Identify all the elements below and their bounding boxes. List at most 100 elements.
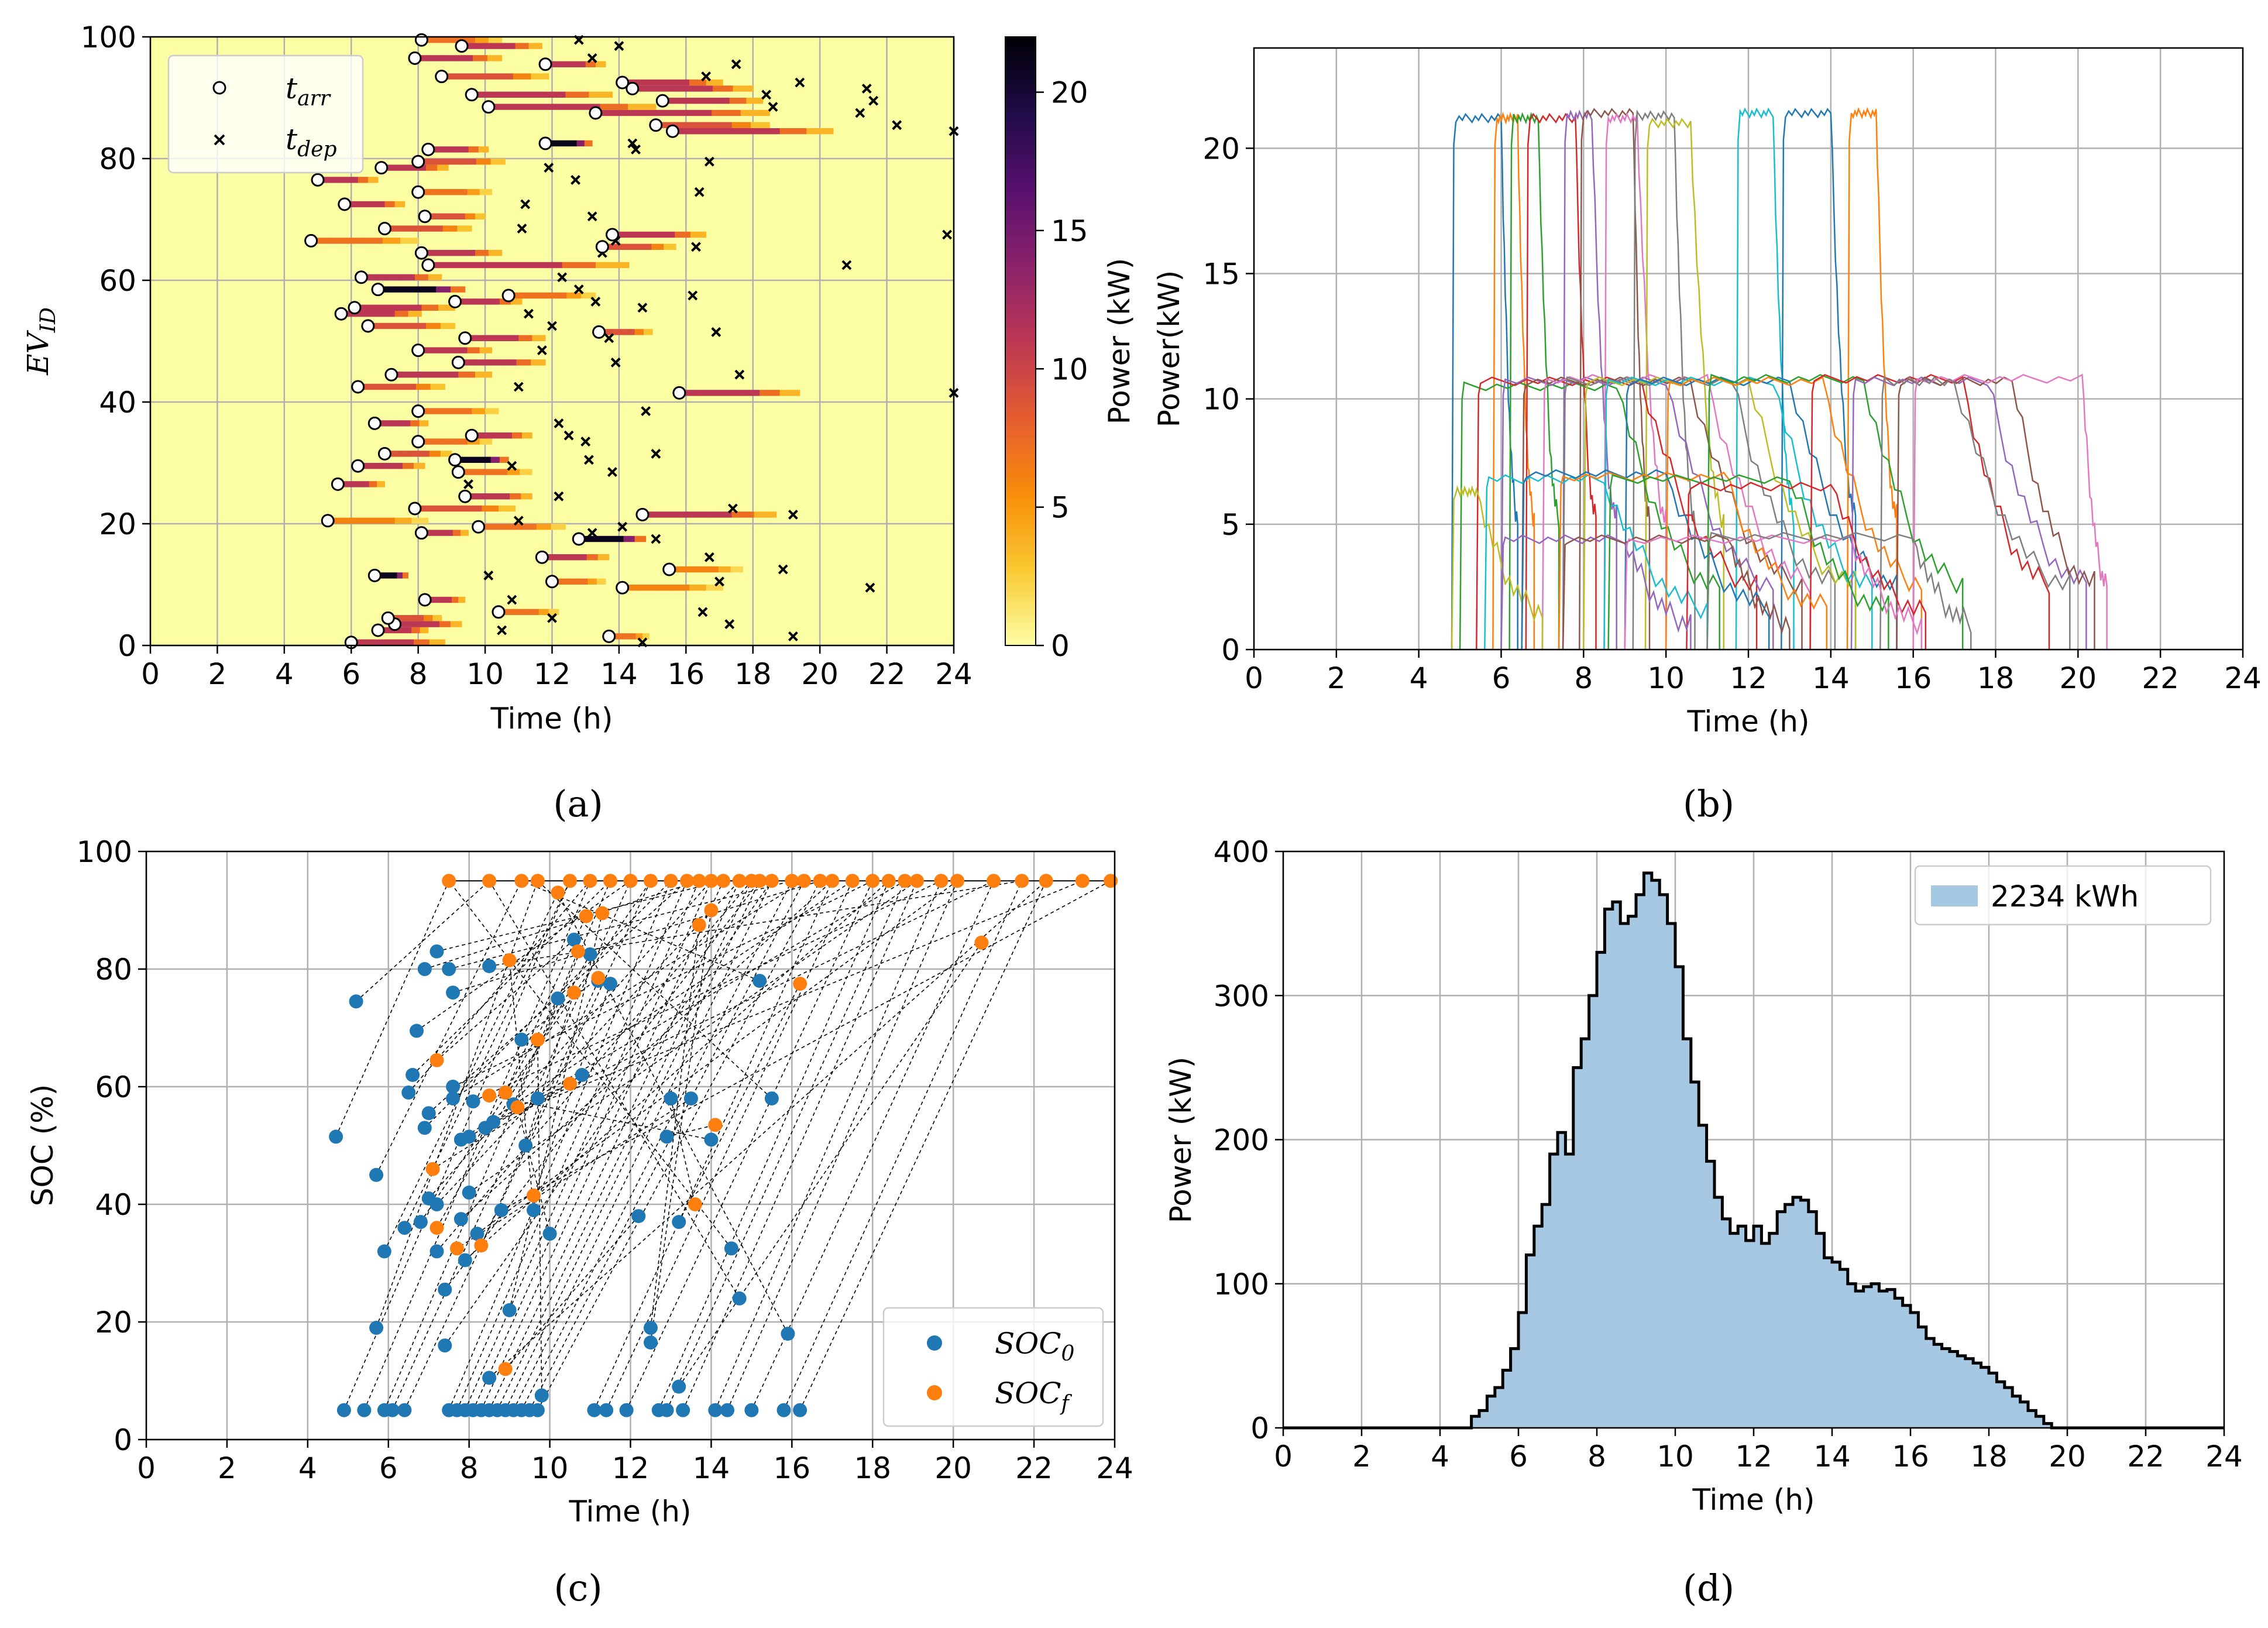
departure-marker (520, 199, 531, 209)
soc-trajectory (670, 1098, 696, 1205)
charging-bar (477, 298, 489, 305)
charging-bar (397, 322, 412, 329)
soc0-point (530, 1091, 545, 1106)
charging-bar (384, 225, 400, 232)
charging-bar (407, 451, 419, 457)
caption-b: (b) (1683, 782, 1734, 825)
x-tick-label: 2 (1352, 1440, 1371, 1474)
charging-bar (407, 286, 422, 293)
soc0-point (417, 1121, 432, 1135)
charging-bar (488, 250, 503, 256)
departure-marker (855, 108, 865, 118)
arrival-marker (311, 173, 325, 187)
soc0-point (587, 1403, 602, 1417)
socf-point (425, 1162, 440, 1176)
arrival-marker (304, 233, 318, 248)
power-profile-line (1624, 534, 1923, 650)
charging-bar (473, 55, 488, 61)
arrival-marker (458, 331, 472, 345)
soc-trajectory (557, 892, 789, 1334)
charging-bar (414, 55, 430, 61)
charging-bar (447, 159, 462, 165)
charging-bar (397, 615, 407, 621)
arrival-marker (414, 526, 428, 540)
socf-point (764, 874, 779, 888)
charging-bar (421, 304, 439, 311)
x-tick-label: 8 (1574, 661, 1593, 695)
power-profile-line (1879, 376, 2071, 650)
charging-bar (477, 73, 496, 80)
charging-bar (478, 335, 493, 341)
soc0-point (566, 932, 581, 947)
charging-bar (388, 304, 406, 311)
power-profile-line (1896, 376, 2095, 650)
socf-point (950, 874, 965, 888)
soc0-point (744, 1403, 759, 1417)
charging-bar (418, 451, 430, 457)
departure-marker (587, 53, 597, 63)
x-tick-label: 10 (1657, 1440, 1694, 1474)
charging-bar (328, 177, 338, 183)
charging-bar (442, 189, 456, 195)
charging-bar (445, 596, 452, 603)
arrival-marker (458, 489, 472, 503)
soc-trajectory (480, 980, 599, 1246)
soc-trajectory (420, 880, 651, 1222)
y-tick-label: 40 (95, 1188, 132, 1222)
x-tick-label: 12 (534, 657, 571, 691)
socf-point (692, 874, 706, 888)
arrival-marker (538, 136, 552, 150)
soc0-point (676, 1403, 690, 1417)
charging-bar (424, 615, 433, 621)
charging-bar (476, 159, 492, 165)
soc0-point (494, 1203, 508, 1218)
charging-bar (643, 329, 653, 335)
soc0-point (659, 1129, 674, 1144)
x-tick-label: 24 (2205, 1440, 2243, 1474)
charging-bar (403, 627, 412, 634)
charging-bar (552, 292, 567, 299)
departure-marker (544, 163, 554, 173)
power-profile-line (1706, 373, 1964, 650)
charging-bar (490, 159, 506, 165)
arrival-marker (501, 288, 516, 303)
charging-bar (622, 585, 640, 591)
departure-marker (590, 296, 601, 307)
charging-bar (369, 463, 381, 469)
charging-bar (439, 621, 451, 627)
departure-marker (691, 242, 701, 252)
charging-bar (346, 238, 365, 244)
soc0-point (575, 1067, 589, 1082)
power-profile-line (1562, 534, 1791, 650)
power-profile-line (1706, 531, 1972, 650)
socf-point (881, 874, 896, 888)
socf-point (825, 874, 840, 888)
arrival-marker (649, 118, 663, 132)
caption-a: (a) (553, 782, 603, 825)
soc-trajectory (513, 880, 772, 1411)
charging-bar (508, 292, 524, 299)
charging-bar (361, 517, 379, 524)
y-tick-label: 0 (118, 629, 136, 663)
charging-bar (408, 311, 422, 317)
departure-marker (697, 607, 708, 617)
energy-area (1283, 873, 2224, 1428)
departure-marker (694, 187, 705, 197)
soc-trajectory (489, 880, 740, 1299)
socf-point (664, 874, 678, 888)
charging-bar (627, 243, 640, 250)
charging-bar (435, 250, 449, 256)
charging-bar (475, 37, 489, 43)
socf-point (1015, 874, 1029, 888)
departure-marker (711, 327, 721, 337)
departure-marker (563, 430, 574, 441)
arrival-marker (455, 39, 469, 53)
charging-bar (411, 322, 427, 329)
charging-bar (495, 91, 519, 98)
charging-bar (739, 390, 760, 396)
soc-trajectory (416, 880, 631, 1032)
y-tick-label: 100 (81, 20, 136, 54)
charging-bar (521, 493, 532, 500)
departure-marker (861, 83, 872, 94)
